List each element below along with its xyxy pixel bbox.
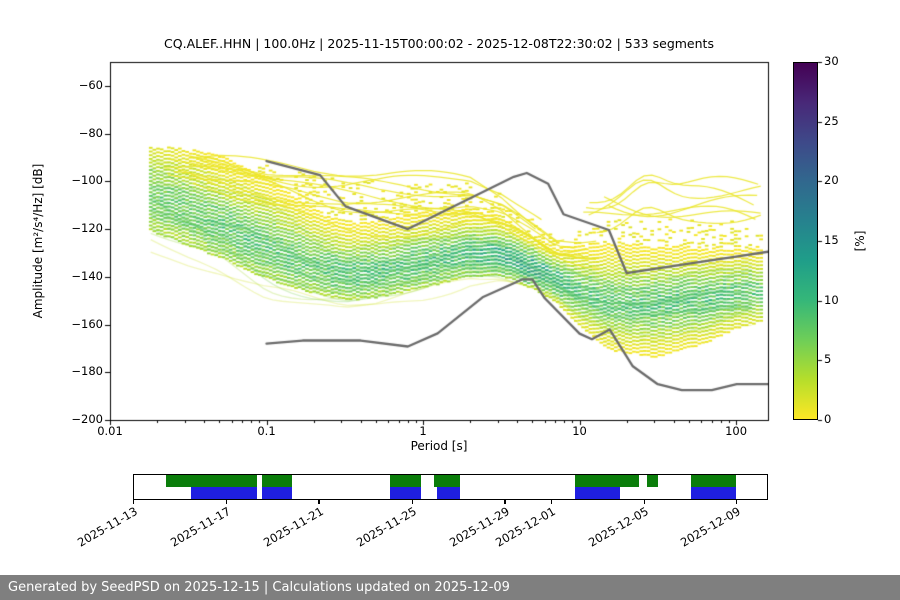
availability-segment-green: [691, 475, 736, 487]
timeline-tick: [504, 500, 506, 504]
colorbar: [793, 62, 818, 420]
chart-title: CQ.ALEF..HHN | 100.0Hz | 2025-11-15T00:0…: [164, 36, 714, 51]
ppsd-plot-canvas: [0, 0, 900, 465]
availability-segment-green: [574, 475, 640, 487]
x-tick-label: 1: [419, 424, 427, 438]
availability-timeline-bar: [133, 474, 768, 500]
availability-segment-blue: [691, 487, 736, 499]
timeline-tick: [225, 500, 227, 504]
colorbar-tick-label: 10: [824, 292, 839, 307]
availability-segment-green: [390, 475, 421, 487]
availability-segment-blue: [437, 487, 460, 499]
colorbar-tick-label: 20: [824, 173, 839, 188]
availability-segment-green: [434, 475, 460, 487]
y-tick-label: −120: [71, 221, 103, 236]
y-tick-label: −200: [71, 412, 103, 426]
colorbar-axis-label: [%]: [853, 230, 867, 252]
y-tick-label: −80: [78, 125, 103, 140]
x-tick-label: 100: [725, 424, 748, 438]
footer-text: Generated by SeedPSD on 2025-12-15 | Cal…: [8, 580, 510, 595]
colorbar-tick-label: 30: [824, 54, 839, 68]
availability-segment-blue: [390, 487, 421, 499]
y-tick-label: −140: [71, 268, 103, 283]
timeline-tick: [643, 500, 645, 504]
x-axis-label: Period [s]: [410, 439, 468, 453]
timeline-date-label: 2025-11-25: [353, 504, 419, 550]
x-tick-label: 0.01: [97, 424, 123, 438]
colorbar-tick-label: 5: [824, 352, 832, 367]
x-tick-label: 0.1: [257, 424, 276, 438]
timeline-date-label: 2025-12-09: [678, 504, 744, 550]
y-tick-label: −180: [71, 364, 103, 379]
timeline-tick: [318, 500, 320, 504]
y-tick-label: −100: [71, 173, 103, 188]
timeline-date-label: 2025-11-21: [260, 504, 326, 550]
timeline-date-label: 2025-11-13: [75, 504, 140, 550]
timeline-date-label: 2025-11-17: [167, 504, 233, 550]
availability-segment-blue: [190, 487, 258, 499]
availability-segment-green: [262, 475, 292, 487]
colorbar-tick-label: 0: [824, 412, 832, 426]
y-tick-label: −60: [78, 77, 103, 92]
timeline-tick: [736, 500, 738, 504]
timeline-tick: [133, 500, 135, 504]
timeline-tick: [550, 500, 553, 504]
colorbar-tick-label: 25: [824, 113, 839, 128]
footer-bar: Generated by SeedPSD on 2025-12-15 | Cal…: [0, 575, 900, 600]
timeline-tick: [411, 500, 413, 504]
availability-segment-blue: [574, 487, 621, 499]
timeline-date-label: 2025-12-05: [585, 504, 651, 550]
x-tick-label: 10: [572, 424, 587, 438]
colorbar-tick-label: 15: [824, 233, 839, 247]
availability-segment-green: [165, 475, 258, 487]
availability-segment-blue: [262, 487, 292, 499]
availability-segment-green: [647, 475, 659, 487]
y-tick-label: −160: [71, 316, 103, 331]
